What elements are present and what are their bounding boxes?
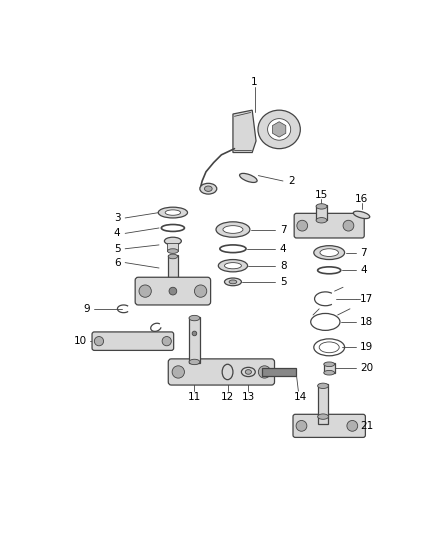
Circle shape <box>343 220 354 231</box>
Ellipse shape <box>189 359 200 365</box>
Ellipse shape <box>318 383 328 389</box>
Text: 17: 17 <box>360 294 373 304</box>
FancyBboxPatch shape <box>293 414 365 438</box>
Ellipse shape <box>316 204 327 209</box>
Circle shape <box>296 421 307 431</box>
Circle shape <box>162 336 171 346</box>
Text: 3: 3 <box>114 213 120 223</box>
Ellipse shape <box>200 183 217 194</box>
Text: 10: 10 <box>74 336 87 346</box>
Text: 5: 5 <box>280 277 286 287</box>
Ellipse shape <box>320 249 339 256</box>
FancyBboxPatch shape <box>135 277 211 305</box>
Ellipse shape <box>324 370 335 375</box>
Text: 1: 1 <box>251 77 258 87</box>
Text: 5: 5 <box>114 244 120 254</box>
Ellipse shape <box>216 222 250 237</box>
Text: 18: 18 <box>360 317 373 327</box>
Ellipse shape <box>353 211 370 219</box>
Bar <box>262 368 297 376</box>
Text: 20: 20 <box>360 363 373 373</box>
Text: 2: 2 <box>288 176 295 186</box>
Circle shape <box>172 366 184 378</box>
Circle shape <box>169 287 177 295</box>
Text: 7: 7 <box>280 224 286 235</box>
Circle shape <box>139 285 151 297</box>
Text: 4: 4 <box>280 244 286 254</box>
Ellipse shape <box>224 278 241 286</box>
Ellipse shape <box>229 280 237 284</box>
FancyBboxPatch shape <box>168 359 275 385</box>
Ellipse shape <box>205 186 212 191</box>
Text: 14: 14 <box>294 392 307 401</box>
Text: 4: 4 <box>114 228 120 238</box>
Text: 13: 13 <box>242 392 255 401</box>
Text: 8: 8 <box>280 261 286 271</box>
Text: 4: 4 <box>360 265 367 276</box>
FancyBboxPatch shape <box>92 332 173 350</box>
Ellipse shape <box>314 246 345 260</box>
Bar <box>168 255 177 286</box>
Text: 11: 11 <box>188 392 201 401</box>
Ellipse shape <box>165 210 180 215</box>
Ellipse shape <box>223 225 243 233</box>
Circle shape <box>192 331 197 336</box>
Ellipse shape <box>158 207 187 218</box>
Polygon shape <box>272 122 286 137</box>
Ellipse shape <box>224 263 241 269</box>
Ellipse shape <box>168 254 177 259</box>
Polygon shape <box>233 110 256 152</box>
Circle shape <box>258 366 271 378</box>
Text: 9: 9 <box>83 304 90 314</box>
Ellipse shape <box>268 119 291 140</box>
Ellipse shape <box>167 249 178 253</box>
Text: 7: 7 <box>360 248 367 257</box>
Ellipse shape <box>241 367 255 377</box>
Text: 19: 19 <box>360 342 373 352</box>
Ellipse shape <box>316 217 327 223</box>
Ellipse shape <box>218 260 247 272</box>
Circle shape <box>347 421 358 431</box>
Text: 12: 12 <box>221 392 234 401</box>
Ellipse shape <box>324 362 335 367</box>
Text: 16: 16 <box>355 193 368 204</box>
Bar <box>167 244 178 251</box>
Circle shape <box>194 285 207 297</box>
Ellipse shape <box>168 282 177 287</box>
Bar <box>316 205 327 220</box>
Text: 15: 15 <box>315 190 328 200</box>
Ellipse shape <box>222 364 233 379</box>
Bar <box>189 317 200 363</box>
Ellipse shape <box>245 370 251 374</box>
Ellipse shape <box>318 414 328 419</box>
Text: 21: 21 <box>360 421 373 431</box>
Ellipse shape <box>189 316 200 321</box>
Circle shape <box>297 220 307 231</box>
Ellipse shape <box>164 237 181 245</box>
Bar <box>324 364 335 373</box>
Bar <box>318 384 328 424</box>
Circle shape <box>94 336 103 346</box>
Ellipse shape <box>258 110 300 149</box>
Text: 6: 6 <box>114 257 120 268</box>
FancyBboxPatch shape <box>294 213 364 238</box>
Ellipse shape <box>240 173 257 182</box>
